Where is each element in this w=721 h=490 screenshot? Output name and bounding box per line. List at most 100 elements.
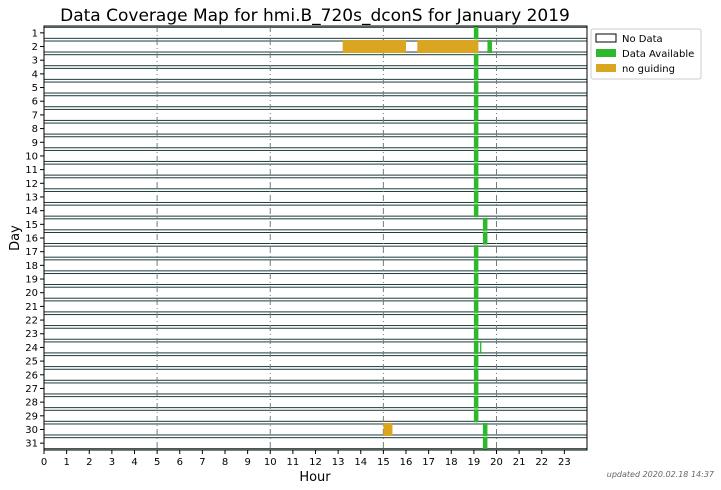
- segment-data-available: [473, 409, 479, 423]
- x-tick-label: 16: [400, 457, 413, 468]
- y-tick-label: 2: [32, 42, 38, 53]
- segment-data-available: [482, 217, 488, 231]
- x-tick-label: 3: [109, 457, 115, 468]
- y-tick-label: 20: [25, 288, 38, 299]
- y-tick-label: 1: [32, 28, 38, 39]
- x-tick-label: 5: [154, 457, 160, 468]
- y-tick-label: 3: [32, 56, 38, 67]
- chart-title: Data Coverage Map for hmi.B_720s_dconS f…: [60, 6, 570, 26]
- y-tick-label: 22: [25, 316, 38, 327]
- y-tick-label: 19: [25, 275, 38, 286]
- legend-label-data-available: Data Available: [622, 49, 694, 60]
- x-tick-label: 14: [354, 457, 367, 468]
- y-tick-label: 23: [25, 329, 38, 340]
- y-axis-ticks: 1234567891011121314151617181920212223242…: [25, 28, 44, 450]
- segment-no-guiding: [342, 40, 406, 54]
- segment-data-available: [473, 286, 479, 300]
- x-axis-label: Hour: [299, 470, 331, 485]
- segment-data-available: [473, 81, 479, 95]
- y-tick-label: 8: [32, 124, 38, 135]
- y-tick-label: 5: [32, 83, 38, 94]
- updated-timestamp: updated 2020.02.18 14:37: [607, 470, 715, 479]
- segment-data-available: [473, 327, 479, 341]
- segment-data-available: [473, 245, 479, 259]
- segment-data-available: [473, 94, 479, 108]
- day-row-band: [43, 81, 588, 94]
- day-row-band: [43, 355, 588, 368]
- segment-data-available: [473, 395, 479, 409]
- y-tick-label: 21: [25, 302, 38, 313]
- day-row-band: [43, 423, 588, 436]
- y-tick-label: 16: [25, 234, 38, 245]
- y-tick-label: 30: [25, 425, 38, 436]
- day-row-band: [43, 40, 588, 53]
- segment-data-available: [487, 40, 492, 54]
- legend: No Data Data Available no guiding: [590, 28, 702, 80]
- x-tick-label: 7: [199, 457, 205, 468]
- segment-data-available: [482, 422, 488, 436]
- day-row-band: [43, 245, 588, 258]
- day-row-band: [43, 54, 588, 67]
- y-tick-label: 11: [25, 165, 38, 176]
- y-tick-label: 7: [32, 110, 38, 121]
- y-tick-label: 14: [25, 206, 38, 217]
- segment-data-available: [473, 122, 479, 136]
- x-tick-label: 1: [63, 457, 69, 468]
- x-tick-label: 8: [222, 457, 228, 468]
- day-row-band: [43, 341, 588, 354]
- segment-data-available: [482, 436, 488, 450]
- y-tick-label: 15: [25, 220, 38, 231]
- segment-data-available: [473, 340, 479, 354]
- segment-data-available: [473, 258, 479, 272]
- segment-data-available: [473, 190, 479, 204]
- y-tick-label: 6: [32, 97, 38, 108]
- y-tick-label: 10: [25, 151, 38, 162]
- y-tick-label: 4: [32, 69, 38, 80]
- x-tick-label: 19: [468, 457, 481, 468]
- segment-data-available: [473, 272, 479, 286]
- day-row-band: [43, 409, 588, 422]
- y-tick-label: 28: [25, 398, 38, 409]
- y-tick-label: 31: [25, 439, 38, 450]
- day-row-band: [43, 136, 588, 149]
- segment-data-available: [473, 149, 479, 163]
- x-tick-label: 20: [490, 457, 503, 468]
- x-tick-label: 9: [244, 457, 250, 468]
- day-row-band: [43, 327, 588, 340]
- x-tick-label: 6: [177, 457, 183, 468]
- segment-data-available: [473, 135, 479, 149]
- day-row-band: [43, 314, 588, 327]
- y-tick-label: 9: [32, 138, 38, 149]
- day-row-band: [43, 218, 588, 231]
- legend-label-no-data: No Data: [622, 34, 663, 45]
- legend-swatch-no-guiding: [596, 64, 616, 72]
- y-tick-label: 25: [25, 357, 38, 368]
- x-tick-label: 4: [131, 457, 137, 468]
- segment-data-available: [473, 53, 479, 67]
- x-tick-label: 0: [41, 457, 47, 468]
- y-tick-label: 24: [25, 343, 38, 354]
- legend-swatch-no-data: [595, 33, 617, 43]
- segment-data-available: [473, 354, 479, 368]
- x-tick-label: 21: [513, 457, 526, 468]
- day-row-band: [43, 149, 588, 162]
- y-tick-label: 18: [25, 261, 38, 272]
- x-tick-label: 13: [332, 457, 345, 468]
- y-tick-label: 26: [25, 370, 38, 381]
- x-axis-ticks: 0 1 2 3 4 5 6 7 8 9 10 11 12 13 14 15 16 17 18 19 20 21 22 23: [41, 450, 571, 468]
- day-row-band: [43, 273, 588, 286]
- x-tick-label: 22: [535, 457, 548, 468]
- day-row-band: [43, 300, 588, 313]
- day-row-band: [43, 232, 588, 244]
- segment-no-guiding: [417, 40, 479, 54]
- y-tick-label: 29: [25, 411, 38, 422]
- day-row-band: [43, 190, 588, 203]
- segment-data-available: [473, 67, 479, 81]
- y-axis-label: Day: [8, 225, 23, 251]
- x-tick-label: 10: [264, 457, 277, 468]
- day-row-band: [43, 286, 588, 299]
- segment-data-available: [479, 340, 482, 354]
- segment-no-guiding: [383, 422, 393, 436]
- segment-data-available: [473, 163, 479, 177]
- day-row-band: [43, 368, 588, 381]
